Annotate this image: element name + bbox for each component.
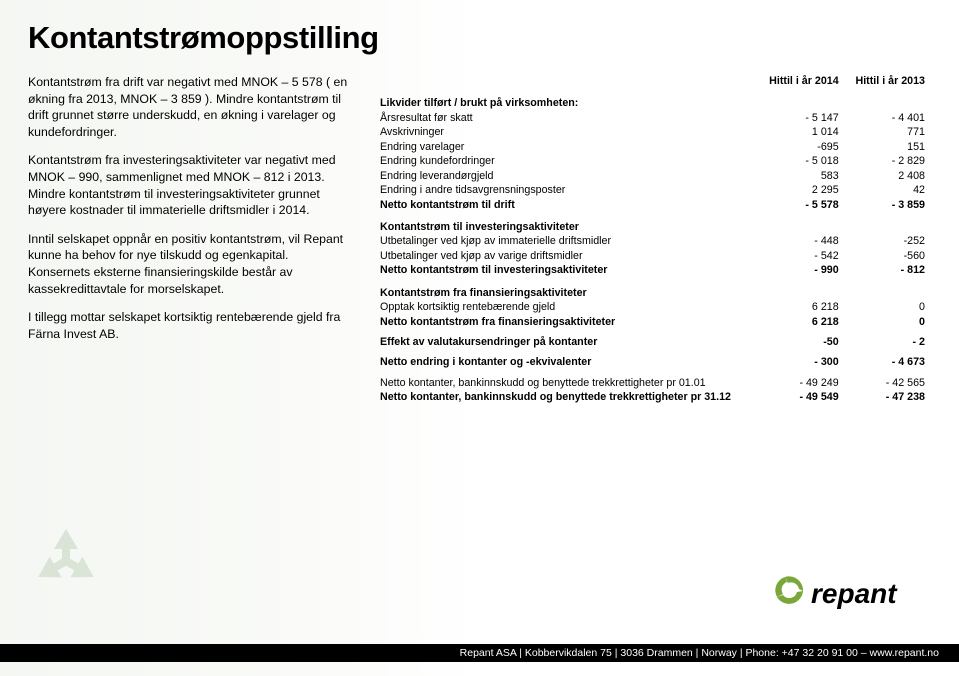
row-value: 771 <box>845 125 931 139</box>
content-columns: Kontantstrøm fra drift var negativt med … <box>28 74 931 405</box>
table-column: Hittil i år 2014 Hittil i år 2013 Likvid… <box>374 74 931 405</box>
row-value: - 5 147 <box>758 111 844 125</box>
col-header-2013: Hittil i år 2013 <box>845 74 931 88</box>
row-label: Endring varelager <box>374 140 758 154</box>
row-value: - 300 <box>758 355 844 369</box>
row-label: Årsresultat før skatt <box>374 111 758 125</box>
row-value: 2 295 <box>758 183 844 197</box>
row-value: - 812 <box>845 263 931 277</box>
row-value: - 990 <box>758 263 844 277</box>
row-label: Endring i andre tidsavgrensningsposter <box>374 183 758 197</box>
row-value: - 47 238 <box>845 390 931 404</box>
row-label: Opptak kortsiktig rentebærende gjeld <box>374 300 758 314</box>
paragraph-2: Kontantstrøm fra investeringsaktiviteter… <box>28 152 348 218</box>
paragraph-4: I tillegg mottar selskapet kortsiktig re… <box>28 309 348 342</box>
cashflow-table: Hittil i år 2014 Hittil i år 2013 Likvid… <box>374 74 931 405</box>
row-value: - 4 401 <box>845 111 931 125</box>
row-label: Netto kontanter, bankinnskudd og benytte… <box>374 390 758 404</box>
col-header-2014: Hittil i år 2014 <box>758 74 844 88</box>
row-value: - 2 829 <box>845 154 931 168</box>
footer-bar: Repant ASA | Kobbervikdalen 75 | 3036 Dr… <box>0 644 959 662</box>
row-value: -560 <box>845 249 931 263</box>
row-value: - 542 <box>758 249 844 263</box>
row-value: 151 <box>845 140 931 154</box>
row-value: - 49 249 <box>758 376 844 390</box>
row-label: Avskrivninger <box>374 125 758 139</box>
row-label: Netto kontanter, bankinnskudd og benytte… <box>374 376 758 390</box>
paragraph-1: Kontantstrøm fra drift var negativt med … <box>28 74 348 140</box>
row-value: -252 <box>845 234 931 248</box>
page-title: Kontantstrømoppstilling <box>28 20 931 56</box>
row-label: Netto kontantstrøm til investeringsaktiv… <box>374 263 758 277</box>
row-label: Utbetalinger ved kjøp av immaterielle dr… <box>374 234 758 248</box>
section-operations: Likvider tilført / brukt på virksomheten… <box>374 88 931 110</box>
row-value: 0 <box>845 315 931 329</box>
row-value: -695 <box>758 140 844 154</box>
row-value: - 5 018 <box>758 154 844 168</box>
section-investing: Kontantstrøm til investeringsaktiviteter <box>374 212 931 234</box>
row-value: 6 218 <box>758 300 844 314</box>
row-value: - 3 859 <box>845 198 931 212</box>
row-label: Netto endring i kontanter og -ekvivalent… <box>374 355 758 369</box>
row-value: - 4 673 <box>845 355 931 369</box>
row-label: Effekt av valutakursendringer på kontant… <box>374 335 758 349</box>
row-value: 6 218 <box>758 315 844 329</box>
row-value: 2 408 <box>845 169 931 183</box>
narrative-column: Kontantstrøm fra drift var negativt med … <box>28 74 348 405</box>
repant-logo-icon: repant <box>775 573 925 617</box>
row-label: Endring kundefordringer <box>374 154 758 168</box>
row-label: Utbetalinger ved kjøp av varige driftsmi… <box>374 249 758 263</box>
page: Kontantstrømoppstilling Kontantstrøm fra… <box>0 0 959 676</box>
row-label: Netto kontantstrøm til drift <box>374 198 758 212</box>
section-financing: Kontantstrøm fra finansieringsaktivitete… <box>374 278 931 300</box>
row-value: - 49 549 <box>758 390 844 404</box>
svg-text:repant: repant <box>811 578 898 609</box>
row-value: - 2 <box>845 335 931 349</box>
recycle-icon <box>26 521 106 606</box>
row-label: Netto kontantstrøm fra finansieringsakti… <box>374 315 758 329</box>
row-value: - 42 565 <box>845 376 931 390</box>
row-value: 42 <box>845 183 931 197</box>
row-value: 583 <box>758 169 844 183</box>
row-value: 1 014 <box>758 125 844 139</box>
row-value: - 448 <box>758 234 844 248</box>
row-value: - 5 578 <box>758 198 844 212</box>
row-value: -50 <box>758 335 844 349</box>
row-value: 0 <box>845 300 931 314</box>
row-label: Endring leverandørgjeld <box>374 169 758 183</box>
paragraph-3: Inntil selskapet oppnår en positiv konta… <box>28 231 348 297</box>
logo: repant <box>775 573 925 622</box>
